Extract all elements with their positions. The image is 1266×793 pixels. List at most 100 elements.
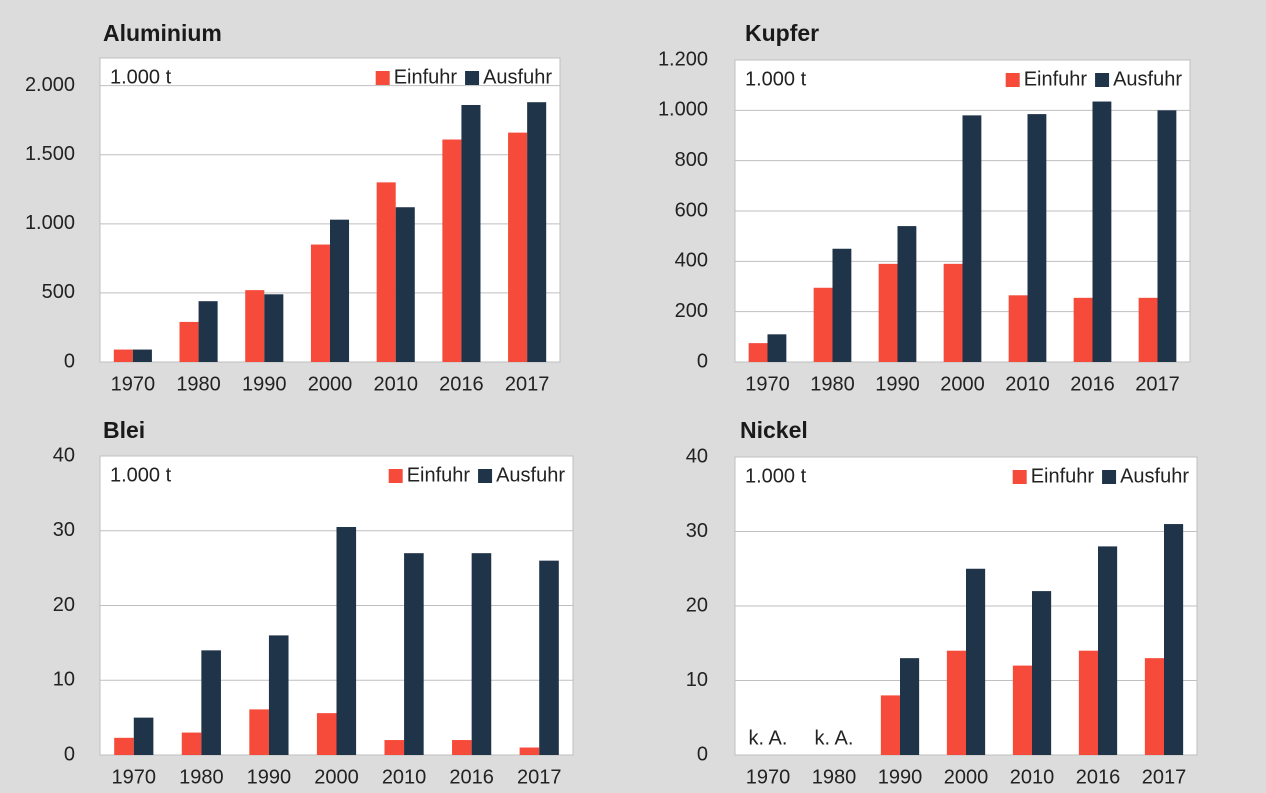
bar	[113, 349, 133, 362]
bar	[878, 263, 898, 362]
y-tick-label: 0	[697, 743, 708, 765]
x-tick-label: 2017	[1142, 766, 1187, 788]
bar	[1008, 295, 1028, 362]
bar	[461, 104, 481, 363]
x-tick-label: 2017	[505, 373, 550, 395]
bar	[1032, 591, 1052, 755]
x-tick-label: 2010	[373, 373, 418, 395]
chart-title: Blei	[103, 417, 145, 443]
bar	[832, 248, 852, 362]
unit-label: 1.000 t	[110, 66, 172, 88]
bar	[336, 527, 357, 755]
bar	[1092, 101, 1112, 363]
y-tick-label: 30	[53, 519, 75, 541]
bar	[1027, 114, 1047, 362]
bar	[946, 650, 966, 755]
bar	[245, 290, 265, 362]
bar	[384, 740, 405, 755]
bar	[132, 349, 152, 362]
y-tick-label: 1.500	[25, 143, 75, 165]
bar	[268, 635, 289, 755]
y-tick-label: 30	[686, 520, 708, 542]
bar	[249, 709, 269, 755]
x-tick-label: 1970	[111, 373, 156, 395]
legend-label: Einfuhr	[1031, 465, 1095, 487]
x-tick-label: 1990	[878, 766, 923, 788]
y-tick-label: 800	[675, 149, 708, 171]
y-tick-label: 40	[53, 444, 75, 466]
y-tick-label: 1.000	[25, 212, 75, 234]
unit-label: 1.000 t	[745, 68, 807, 90]
x-tick-label: 1990	[875, 373, 920, 395]
legend-label: Ausfuhr	[1113, 68, 1182, 90]
bar	[316, 713, 337, 755]
bar	[900, 658, 920, 755]
bar	[519, 747, 540, 755]
y-tick-label: 1.200	[658, 48, 708, 70]
y-tick-label: 10	[53, 669, 75, 691]
legend-swatch	[375, 71, 390, 85]
y-tick-label: 500	[42, 281, 75, 303]
x-tick-label: 1970	[112, 766, 157, 788]
bar	[880, 695, 900, 755]
x-tick-label: 2010	[382, 766, 427, 788]
bar	[1157, 110, 1177, 362]
bar	[962, 115, 982, 362]
legend-swatch	[388, 469, 403, 483]
x-tick-label: 1980	[179, 766, 224, 788]
y-tick-label: 600	[675, 199, 708, 221]
bar	[1144, 658, 1164, 755]
bar	[1138, 297, 1158, 362]
bar	[181, 732, 202, 755]
legend-swatch	[1005, 73, 1020, 87]
bar	[376, 182, 396, 362]
unit-label: 1.000 t	[745, 465, 807, 487]
bar	[1164, 524, 1184, 755]
legend-label: Ausfuhr	[483, 66, 552, 88]
legend-label: Ausfuhr	[496, 464, 565, 486]
bar	[897, 226, 917, 362]
bar	[201, 650, 221, 755]
chart-title: Kupfer	[745, 20, 819, 46]
bar	[966, 568, 986, 755]
bar	[767, 334, 787, 362]
x-tick-label: 2000	[308, 373, 353, 395]
x-tick-label: 1990	[242, 373, 287, 395]
legend-swatch	[478, 469, 493, 483]
x-tick-label: 2016	[439, 373, 484, 395]
bar	[442, 139, 462, 362]
legend-label: Einfuhr	[394, 66, 458, 88]
x-tick-label: 2000	[940, 373, 985, 395]
x-tick-label: 1980	[812, 766, 857, 788]
legend-swatch	[1102, 470, 1117, 484]
bar	[539, 560, 559, 755]
bar	[813, 287, 833, 362]
bar	[1078, 650, 1098, 755]
y-tick-label: 40	[686, 445, 708, 467]
x-tick-label: 2017	[517, 766, 562, 788]
bar	[264, 294, 284, 362]
y-tick-label: 0	[64, 350, 75, 372]
legend-swatch	[1095, 73, 1110, 87]
bar	[1073, 297, 1093, 362]
chart-title: Nickel	[740, 417, 808, 443]
chart-title: Aluminium	[103, 20, 222, 46]
x-tick-label: 1980	[810, 373, 855, 395]
bar	[179, 321, 199, 362]
bar	[133, 717, 154, 755]
bar	[748, 343, 768, 362]
x-tick-label: 2016	[1070, 373, 1115, 395]
bar	[395, 207, 415, 362]
y-tick-label: 1.000	[658, 99, 708, 121]
x-tick-label: 2016	[449, 766, 494, 788]
x-tick-label: 1970	[746, 766, 791, 788]
legend-label: Ausfuhr	[1120, 465, 1189, 487]
bar	[1098, 546, 1118, 755]
y-tick-label: 200	[675, 300, 708, 322]
unit-label: 1.000 t	[110, 464, 172, 486]
y-tick-label: 10	[686, 669, 708, 691]
x-tick-label: 2000	[944, 766, 989, 788]
bar	[452, 740, 472, 755]
y-tick-label: 20	[53, 594, 75, 616]
